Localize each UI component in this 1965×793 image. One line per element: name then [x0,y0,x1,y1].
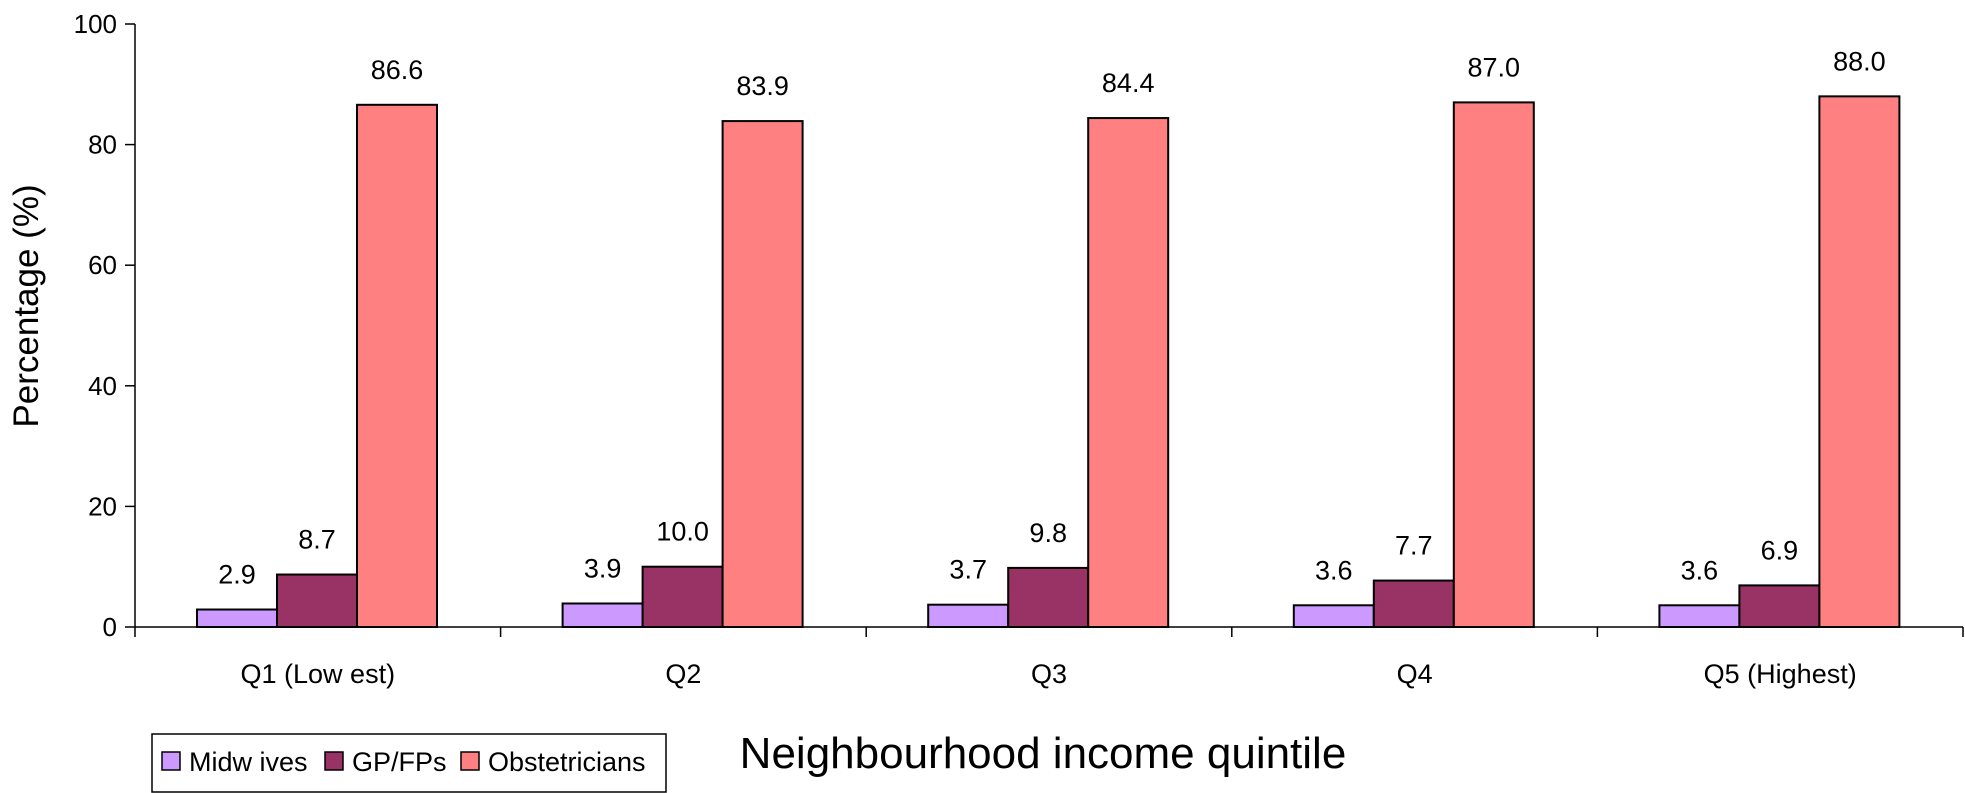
bar-3-3 [1087,117,1170,629]
x-category-label: Q2 [665,659,701,689]
y-tick-label: 20 [88,491,117,521]
x-category-label: Q5 (Highest) [1704,659,1857,689]
legend-label: GP/FPs [352,747,447,777]
data-label: 83.9 [736,71,789,101]
bar-1-2 [561,602,644,628]
ticks-layer: 0 20 40 60 80 100 Q1 (Low est) Q2 Q3 Q4 Q5 (Highes… [74,9,1964,689]
data-label: 88.0 [1833,46,1886,76]
bar-2-2 [641,565,724,629]
bar-3-1 [356,103,438,628]
bar-2-5 [1738,584,1821,629]
data-label: 9.8 [1029,518,1067,548]
x-category-label: Q1 (Low est) [241,659,396,689]
data-label: 6.9 [1761,535,1799,565]
data-label: 8.7 [298,525,336,555]
bar-3-2 [721,120,804,628]
y-axis-title: Percentage (%) [7,184,46,427]
bars-layer [196,95,1901,629]
legend-label: Midw ives [189,747,308,777]
data-label: 3.6 [1315,555,1353,585]
legend-swatch [324,751,344,771]
bar-2-4 [1372,579,1455,628]
bar-1-4 [1292,604,1375,628]
data-labels-layer: 2.9 3.9 3.7 3.6 3.6 8.7 10.0 9.8 7.7 6.9 86.6 83.9 8… [218,46,1885,589]
y-tick-label: 100 [74,9,117,39]
legend: Midw ives GP/FPs Obstetricians [151,733,667,793]
bar-2-1 [276,573,358,628]
y-tick-label: 80 [88,130,117,160]
data-label: 3.6 [1681,555,1719,585]
bar-3-4 [1452,101,1535,628]
legend-swatch [460,751,480,771]
bar-2-3 [1007,566,1090,629]
x-category-label: Q3 [1031,659,1067,689]
data-label: 3.9 [584,553,622,583]
data-label: 86.6 [371,55,424,85]
x-axis-title: Neighbourhood income quintile [740,729,1347,778]
bar-1-1 [196,608,278,628]
legend-items: Midw ives GP/FPs Obstetricians [161,747,646,777]
legend-box [151,733,667,793]
y-tick-label: 60 [88,250,117,280]
data-label: 2.9 [218,560,256,590]
y-tick-label: 40 [88,371,117,401]
x-category-label: Q4 [1397,659,1433,689]
bar-1-3 [927,603,1010,629]
data-label: 7.7 [1395,531,1433,561]
axes-layer [134,24,1963,628]
bar-3-5 [1818,95,1901,629]
data-label: 10.0 [656,517,709,547]
data-label: 3.7 [949,555,987,585]
legend-label: Obstetricians [488,747,646,777]
bar-1-5 [1658,604,1741,628]
legend-swatch [161,751,181,771]
data-label: 87.0 [1468,52,1521,82]
data-label: 84.4 [1102,68,1155,98]
y-tick-label: 0 [103,612,117,642]
